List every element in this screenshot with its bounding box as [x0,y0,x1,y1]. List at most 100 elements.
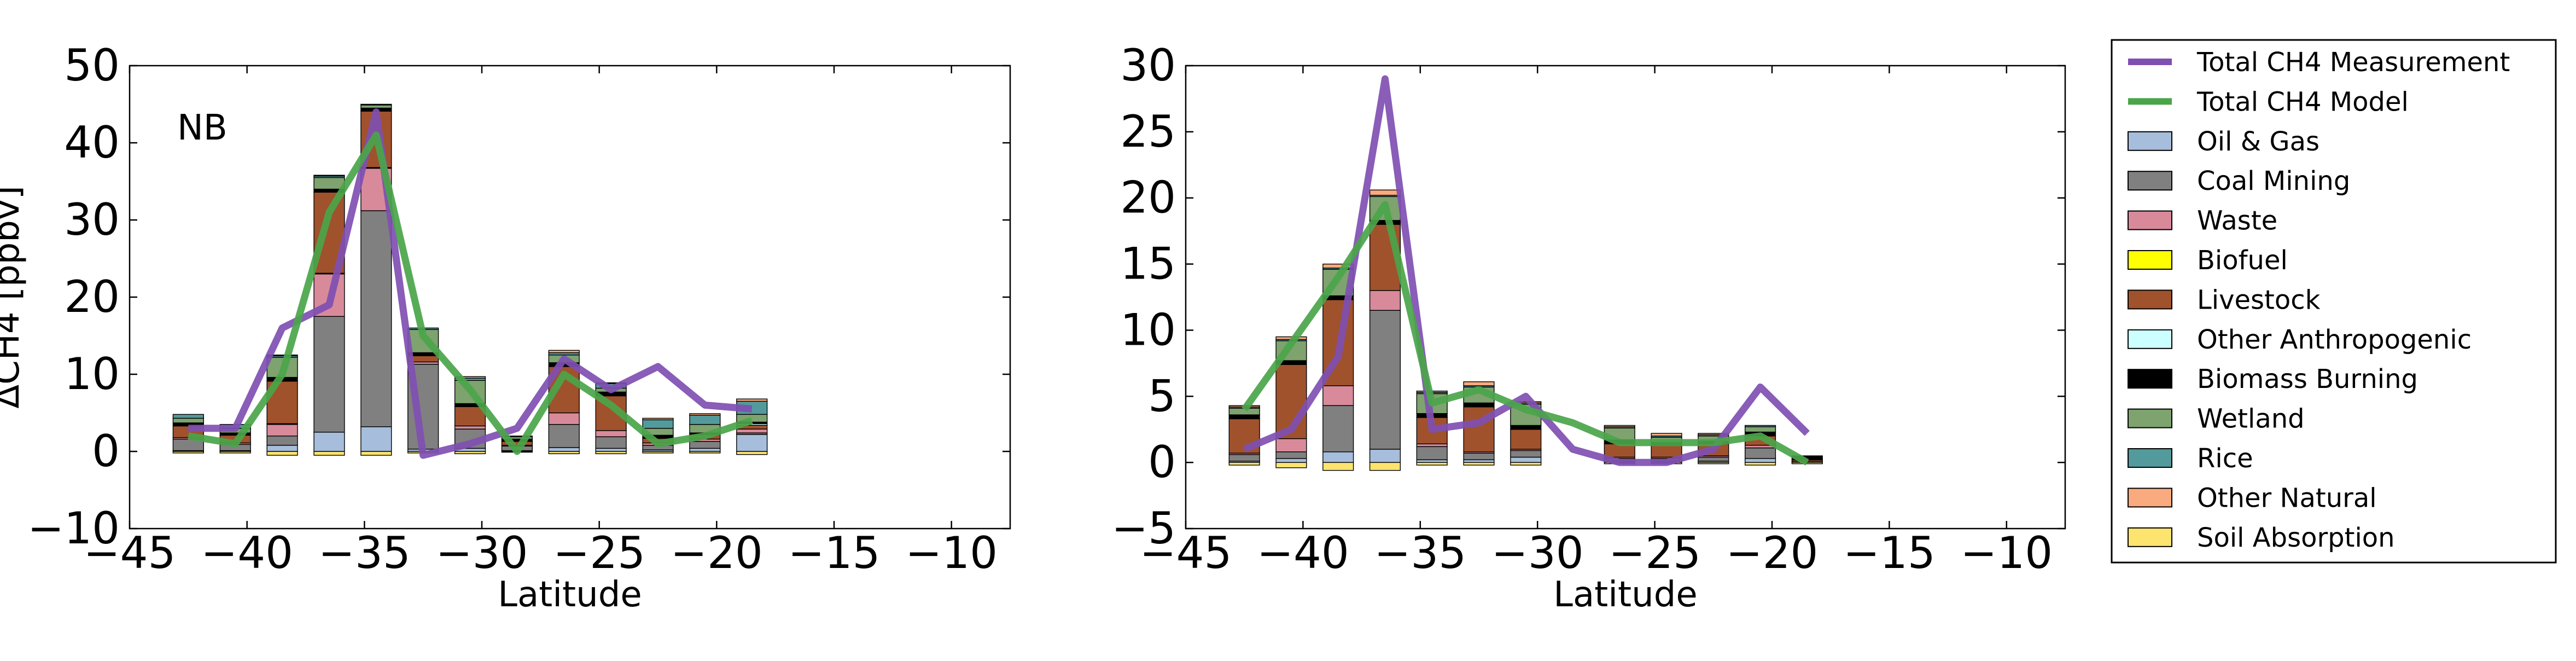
bar-segment-rice [642,419,674,429]
bar-segment-coal-mining [1744,447,1776,459]
bar-segment-biomass-burning [1510,425,1542,430]
legend-swatch-rice [2128,448,2172,468]
bar-segment-biomass-burning [1463,402,1495,408]
series-line-total-ch4-measurement [188,108,753,459]
legend-swatch-other-anthropogenic [2128,329,2172,349]
x-tick-label: −35 [318,527,411,578]
bar-segment-coal-mining [1510,450,1542,458]
bar-segment-coal-mining [1228,454,1260,462]
bar-segment-soil-absorption [689,451,721,454]
bar-segment-soil-absorption [548,451,580,454]
bar-segment-other-natural [1369,189,1401,196]
legend-swatch-biomass-burning [2128,369,2172,389]
bar-segment-waste [1369,290,1401,311]
x-tick-label: −15 [1843,527,1936,578]
chart-panel-right: −45 −40 −35 −30 −25 −20 −15 −10 −5 0 5 10 15 20 25 30 La… [1111,40,2066,615]
bar-segment-livestock [1651,445,1682,458]
bar-segment-waste [454,425,486,430]
bar-segment-soil-absorption [736,451,768,455]
x-tick-label: −45 [84,527,176,578]
legend-swatch-wetland [2128,408,2172,428]
bar-segment-coal-mining [360,210,392,427]
bar-segment-soil-absorption [172,451,204,454]
legend-label-biomass-burning: Biomass Burning [2197,364,2418,395]
bar-segment-biomass-burning [1228,414,1260,420]
bar-segment-soil-absorption [360,451,392,456]
bar-segment-waste [595,430,627,437]
bar-segment-soil-absorption [313,451,345,456]
chart-panel-left: −45 −40 −35 −30 −25 −20 −15 −10 −10 0 10 20 30 40 50 La… [0,40,1011,615]
chart-legend: Total CH4 Measurement Total CH4 Model Oil … [2111,39,2557,564]
legend-label-total-ch4-model: Total CH4 Model [2196,86,2409,117]
y-tick-label: 10 [64,349,120,399]
y-axis-title: ΔCH4 [ppbv] [0,185,27,408]
y-tick-label: 30 [1120,40,1176,91]
legend-swatch-biofuel [2128,250,2172,270]
x-tick-label: −30 [1491,527,1584,578]
x-tick-label: −45 [1140,527,1232,578]
panel-annotation: NB [177,108,228,148]
legend-label-other-natural: Other Natural [2197,483,2377,513]
bar-segment-soil-absorption [1698,462,1729,465]
bar-segment-oil-gas [1275,458,1307,463]
y-tick-label: 25 [1120,106,1176,157]
bar-segment-soil-absorption [595,451,627,454]
bar-segment-livestock [1510,429,1542,450]
legend-swatch-coal-mining [2128,171,2172,191]
legend-swatch-waste [2128,210,2172,230]
y-tick-label: 5 [1148,370,1176,421]
bar-segment-soil-absorption [642,451,674,454]
bar-segment-waste [266,424,298,437]
legend-label-rice: Rice [2197,443,2253,474]
y-tick-label: −10 [27,503,120,554]
legend-label-biofuel: Biofuel [2197,245,2288,276]
bar-segment-other-natural [1463,381,1495,386]
bar-segment-waste [1322,385,1354,406]
bar-segment-soil-absorption [1791,462,1823,465]
x-tick-label: −20 [671,527,763,578]
bar-segment-other-natural [1651,433,1682,437]
legend-label-coal-mining: Coal Mining [2197,166,2350,196]
bar-segment-other-natural [313,175,345,177]
bar-segment-oil-gas [1369,449,1401,463]
y-tick-label: 10 [1120,304,1176,355]
bar-segment-coal-mining [266,436,298,446]
bar-segment-coal-mining [1369,310,1401,450]
legend-label-other-anthropogenic: Other Anthropogenic [2197,324,2472,355]
legend-swatch-oil-gas [2128,131,2172,151]
bar-segment-other-natural [1604,425,1635,427]
legend-label-oil-gas: Oil & Gas [2197,126,2319,157]
bar-segment-soil-absorption [1510,462,1542,466]
y-tick-label: 30 [64,194,120,245]
bar-segment-soil-absorption [454,451,486,454]
x-tick-label: −15 [788,527,881,578]
x-axis-title: Latitude [498,575,642,615]
bar-segment-soil-absorption [1275,462,1307,468]
x-tick-label: −30 [436,527,528,578]
x-tick-label: −40 [201,527,293,578]
bar-segment-other-natural [642,418,674,420]
bar-segment-oil-gas [689,448,721,452]
bar-segment-oil-gas [1510,456,1542,463]
legend-label-total-ch4-measurement: Total CH4 Measurement [2196,47,2510,78]
y-tick-label: 0 [92,426,120,477]
y-tick-label: −5 [1111,503,1176,554]
bar-segment-coal-mining [548,424,580,448]
bar-segment-wetland [1744,426,1776,433]
bar-segment-soil-absorption [1744,462,1776,466]
bar-segment-wetland [360,105,392,109]
y-tick-label: 15 [1120,239,1176,289]
bar-segment-soil-absorption [219,451,251,454]
bar-segment-livestock [454,406,486,427]
bar-segment-coal-mining [1463,453,1495,461]
bar-segment-wetland [313,177,345,190]
bar-segment-oil-gas [266,445,298,452]
legend-label-wetland: Wetland [2197,404,2305,434]
legend-frame [2111,39,2557,564]
bar-segment-soil-absorption [1369,462,1401,471]
bar-segment-coal-mining [1322,405,1354,453]
bar-segment-coal-mining [1416,446,1448,461]
series-line-total-ch4-model [1241,201,1809,466]
bar-segment-soil-absorption [1322,462,1354,471]
